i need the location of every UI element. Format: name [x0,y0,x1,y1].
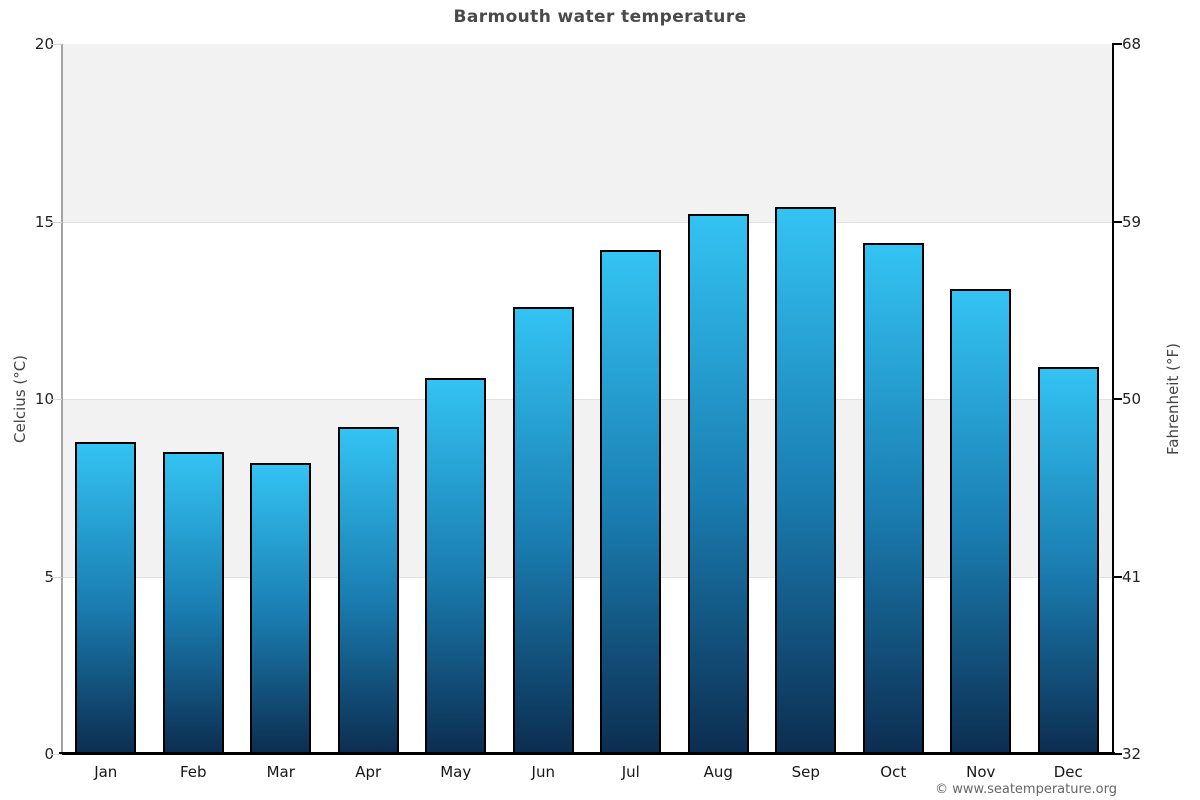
celsius-tickmark-0 [50,754,62,755]
fahrenheit-tick-68: 68 [1122,35,1142,53]
celsius-tick-5: 5 [44,567,54,586]
celsius-tick-10: 10 [34,390,54,408]
month-label-sep: Sep [791,763,820,781]
bar-nov [950,288,1012,754]
band-10-15 [62,221,1112,399]
gridline-15c [62,221,1112,223]
bar-apr [337,427,399,754]
month-label-dec: Dec [1053,763,1083,781]
band-15-20 [62,44,1112,222]
fahrenheit-tick-41: 41 [1122,567,1142,586]
celsius-tickmark-10 [50,399,62,400]
fahrenheit-tick-59: 59 [1122,212,1142,231]
month-label-jan: Jan [94,763,118,781]
bar-feb [162,452,224,754]
plot-area [62,44,1112,754]
gridline-5c [62,576,1112,578]
band-5-10 [62,399,1112,577]
month-label-feb: Feb [179,763,207,781]
month-label-mar: Mar [266,763,295,781]
celsius-tick-20: 20 [34,35,54,53]
fahrenheit-tickmark-68 [1112,43,1122,45]
fahrenheit-tick-32: 32 [1122,745,1142,763]
bar-sep [775,207,837,754]
bar-jan [75,441,137,754]
month-label-may: May [440,763,472,781]
celsius-tickmark-15 [50,221,62,223]
bar-jun [512,306,574,754]
fahrenheit-tickmark-59 [1112,220,1122,223]
bar-mar [250,462,312,754]
fahrenheit-tickmark-50 [1112,398,1122,400]
band-0-5 [62,576,1112,754]
celsius-tickmark-20 [50,44,62,45]
chart-title: Barmouth water temperature [453,7,747,27]
copyright-text: © www.seatemperature.org [935,782,1117,797]
month-label-aug: Aug [703,763,733,781]
gridline-10c [62,399,1112,400]
fahrenheit-axis-title: Fahrenheit (°F) [1164,343,1182,455]
month-label-jun: Jun [531,763,555,781]
fahrenheit-tickmark-41 [1112,575,1122,578]
bar-oct [862,242,924,754]
x-axis-line [59,752,1115,755]
month-label-apr: Apr [355,763,382,781]
month-label-nov: Nov [966,763,996,781]
celsius-tick-15: 15 [34,212,54,231]
month-label-oct: Oct [880,763,907,781]
bar-may [425,377,487,754]
month-label-jul: Jul [621,763,640,781]
celsius-tickmark-5 [50,576,62,578]
bar-aug [687,214,749,754]
fahrenheit-tickmark-32 [1112,753,1122,755]
bars-layer [62,44,1112,754]
fahrenheit-tick-50: 50 [1122,390,1142,408]
celsius-axis-title: Celcius (°C) [11,354,29,444]
celsius-tick-0: 0 [44,745,54,763]
celsius-axis-line [61,44,63,754]
bar-dec [1037,367,1099,754]
bar-jul [600,249,662,754]
